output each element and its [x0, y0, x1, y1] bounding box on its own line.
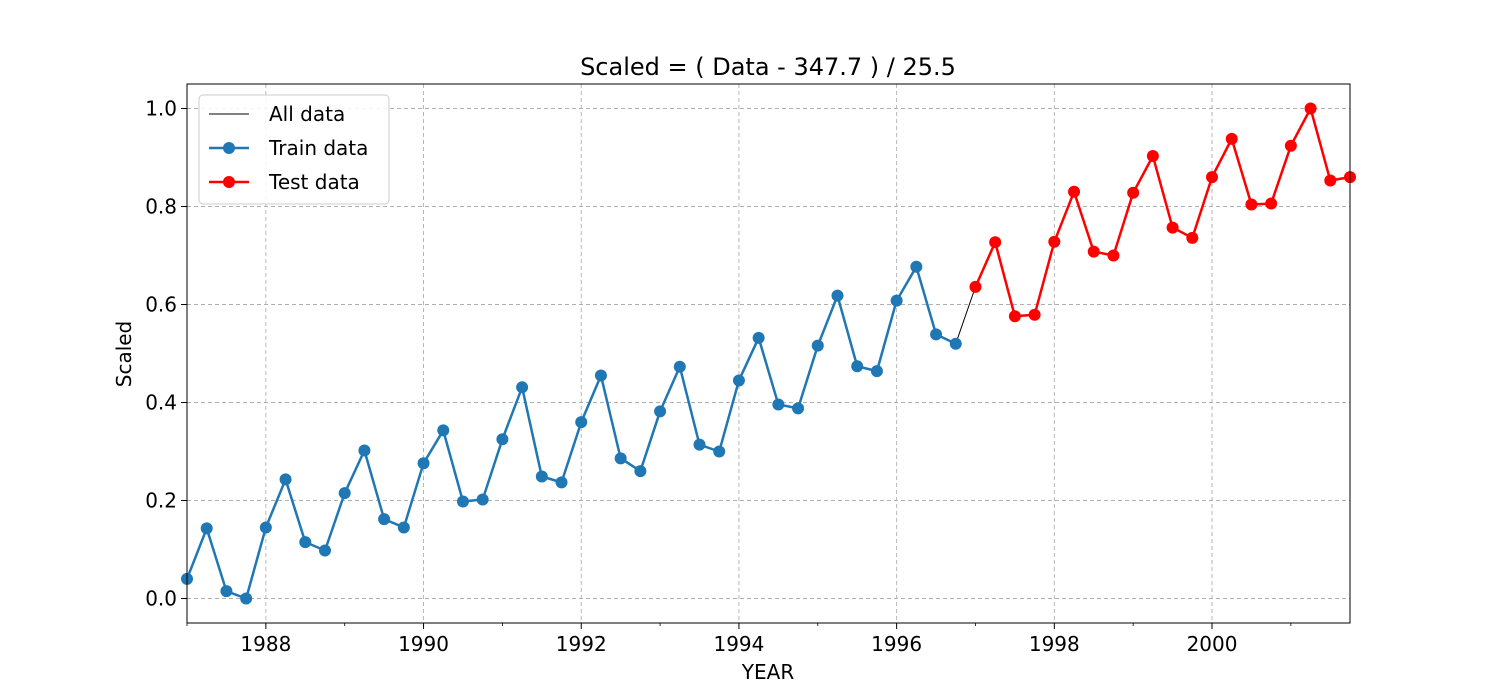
data-point: [969, 280, 982, 293]
data-point: [516, 381, 529, 394]
data-point: [358, 444, 371, 457]
data-point: [989, 236, 1002, 249]
data-point: [1008, 310, 1021, 323]
axes-ticks: 1988 1990 1992 1994 1996 1998 2000 0.0 0.2 0.4 0.6…: [145, 97, 1292, 656]
legend-label-all-data: All data: [269, 102, 345, 126]
data-point: [654, 405, 667, 418]
data-point: [476, 493, 489, 506]
legend-marker-test-data: [223, 176, 235, 188]
data-point: [1245, 198, 1258, 211]
data-point: [594, 369, 607, 382]
y-axis-title: Scaled: [112, 321, 136, 388]
x-tick-label: 1998: [1029, 632, 1080, 656]
data-point: [1048, 235, 1061, 248]
data-point: [1284, 139, 1297, 152]
data-point: [456, 495, 469, 508]
x-tick-label: 1990: [398, 632, 449, 656]
data-point: [1324, 174, 1337, 187]
data-point: [1225, 132, 1238, 145]
data-point: [1304, 102, 1317, 115]
data-point: [910, 260, 923, 273]
y-tick-label: 0.8: [145, 195, 177, 219]
data-point: [890, 294, 903, 307]
y-tick-label: 0.2: [145, 489, 177, 513]
data-point: [1127, 186, 1140, 199]
data-point: [851, 360, 864, 373]
data-point: [1107, 249, 1120, 262]
data-point: [811, 339, 824, 352]
data-point: [1146, 150, 1159, 163]
data-point: [693, 438, 706, 451]
legend-marker-train-data: [223, 142, 235, 154]
plot-area: [181, 102, 1356, 605]
x-tick-label: 1996: [871, 632, 922, 656]
y-tick-label: 0.4: [145, 391, 177, 415]
chart-title: Scaled = ( Data - 347.7 ) / 25.5: [580, 53, 956, 81]
data-point: [1166, 221, 1179, 234]
legend-box: [198, 94, 390, 205]
plot-frame: [186, 83, 1351, 624]
data-point: [318, 544, 331, 557]
data-point: [1087, 245, 1100, 258]
x-tick-label: 1988: [240, 632, 291, 656]
series-line-train-data: [185, 265, 957, 600]
data-point: [930, 328, 943, 341]
x-axis-title: YEAR: [741, 660, 795, 684]
data-point: [555, 476, 568, 489]
data-point: [1068, 185, 1081, 198]
data-point: [713, 445, 726, 458]
data-point: [614, 452, 627, 465]
data-point: [1265, 197, 1278, 210]
data-point: [634, 465, 647, 478]
data-point: [949, 337, 962, 350]
data-point: [831, 289, 844, 302]
x-tick-label: 2000: [1187, 632, 1238, 656]
data-point: [535, 470, 548, 483]
series-line-test-data: [974, 107, 1351, 318]
data-point: [772, 398, 785, 411]
data-point: [673, 360, 686, 373]
data-point: [437, 424, 450, 437]
y-tick-label: 0.6: [145, 293, 177, 317]
data-point: [397, 521, 410, 534]
legend-label-test-data: Test data: [268, 170, 360, 194]
x-tick-label: 1992: [556, 632, 607, 656]
grid: [187, 84, 1350, 623]
legend-label-train-data: Train data: [268, 136, 368, 160]
data-point: [338, 487, 351, 500]
data-point: [1028, 308, 1041, 321]
data-point: [299, 536, 312, 549]
y-tick-label: 1.0: [145, 97, 177, 121]
data-point: [417, 457, 430, 470]
data-point: [792, 402, 805, 415]
data-point: [279, 473, 292, 486]
data-point: [575, 416, 588, 429]
data-point: [259, 521, 272, 534]
data-point: [378, 513, 391, 526]
data-point: [870, 365, 883, 378]
data-point: [240, 592, 253, 605]
x-tick-label: 1994: [713, 632, 764, 656]
data-point: [732, 374, 745, 387]
data-point: [220, 585, 233, 598]
data-point: [200, 522, 213, 535]
legend: All data Train data Test data: [198, 94, 390, 205]
data-point: [1206, 171, 1219, 184]
data-point: [496, 433, 509, 446]
y-tick-label: 0.0: [145, 587, 177, 611]
data-point: [752, 331, 765, 344]
data-point: [1186, 231, 1199, 244]
